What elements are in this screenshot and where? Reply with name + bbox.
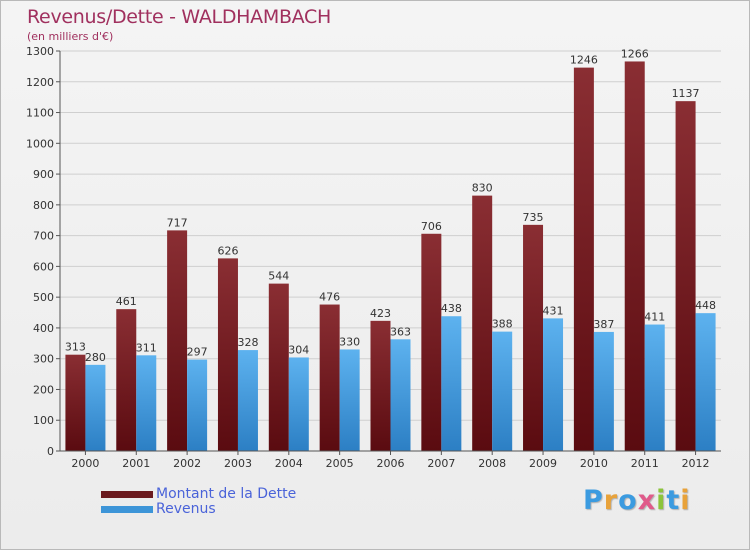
bar-revenus	[136, 355, 157, 451]
legend-swatch-debt	[101, 491, 153, 498]
bar-revenus	[237, 350, 258, 451]
x-tick-label: 2001	[122, 457, 150, 470]
bar-debt	[268, 283, 289, 451]
y-tick-label: 1300	[26, 45, 54, 58]
x-tick-label: 2000	[71, 457, 99, 470]
chart-subtitle: (en milliers d'€)	[27, 30, 114, 43]
y-tick-label: 100	[33, 414, 54, 427]
bar-revenus	[339, 349, 360, 451]
legend-label-debt: Montant de la Dette	[156, 486, 297, 502]
x-tick-label: 2010	[580, 457, 608, 470]
y-tick-label: 500	[33, 291, 54, 304]
bar-debt	[217, 258, 238, 451]
bar-debt	[472, 195, 493, 451]
data-label-revenus: 363	[390, 325, 411, 338]
legend-swatch-revenus	[101, 506, 153, 513]
bar-debt	[675, 101, 696, 452]
x-tick-label: 2009	[529, 457, 557, 470]
x-tick-label: 2007	[427, 457, 455, 470]
proxiti-logo: Proxiti	[583, 485, 691, 516]
y-tick-label: 1000	[26, 137, 54, 150]
chart-title: Revenus/Dette - WALDHAMBACH	[27, 6, 331, 28]
x-tick-label: 2002	[173, 457, 201, 470]
bar-revenus	[85, 364, 106, 451]
y-tick-label: 700	[33, 230, 54, 243]
data-label-revenus: 304	[288, 343, 309, 356]
data-label-revenus: 280	[85, 351, 106, 364]
data-label-debt: 313	[65, 341, 86, 354]
y-tick-label: 1200	[26, 76, 54, 89]
data-label-debt: 1246	[570, 54, 598, 67]
y-tick-label: 600	[33, 260, 54, 273]
data-label-debt: 706	[421, 220, 442, 233]
data-label-debt: 1137	[672, 87, 700, 100]
x-tick-label: 2006	[377, 457, 405, 470]
y-tick-label: 800	[33, 199, 54, 212]
bar-revenus	[441, 316, 462, 451]
y-tick-label: 900	[33, 168, 54, 181]
bar-revenus	[593, 331, 614, 451]
x-tick-label: 2004	[275, 457, 303, 470]
bar-revenus	[390, 339, 411, 451]
data-label-debt: 476	[319, 291, 340, 304]
y-tick-label: 0	[47, 445, 54, 458]
bar-revenus	[695, 313, 716, 451]
data-label-revenus: 438	[441, 302, 462, 315]
data-label-revenus: 330	[339, 335, 360, 348]
bar-debt	[370, 320, 391, 451]
data-label-revenus: 431	[543, 304, 564, 317]
data-label-revenus: 387	[593, 318, 614, 331]
x-tick-label: 2008	[478, 457, 506, 470]
bar-revenus	[492, 331, 513, 451]
x-tick-label: 2012	[682, 457, 710, 470]
bar-debt	[421, 233, 442, 451]
data-label-revenus: 388	[492, 318, 513, 331]
bar-debt	[65, 354, 86, 451]
bar-debt	[523, 224, 544, 451]
data-label-debt: 717	[167, 216, 188, 229]
bar-debt	[319, 304, 340, 451]
data-label-debt: 544	[268, 270, 289, 283]
data-label-revenus: 311	[136, 341, 157, 354]
bar-revenus	[644, 324, 665, 451]
x-tick-label: 2005	[326, 457, 354, 470]
data-label-revenus: 448	[695, 299, 716, 312]
legend-label-revenus: Revenus	[156, 501, 216, 517]
bar-debt	[116, 309, 137, 451]
y-tick-label: 1100	[26, 107, 54, 120]
bar-debt	[573, 67, 594, 451]
data-label-debt: 626	[217, 244, 238, 257]
data-label-debt: 1266	[621, 47, 649, 60]
data-label-debt: 461	[116, 295, 137, 308]
x-tick-label: 2011	[631, 457, 659, 470]
bar-debt	[167, 230, 188, 451]
x-tick-label: 2003	[224, 457, 252, 470]
bar-revenus	[187, 359, 208, 451]
data-label-debt: 423	[370, 307, 391, 320]
bar-revenus	[543, 318, 564, 451]
bars	[65, 61, 716, 452]
bar-revenus	[288, 357, 309, 451]
x-axis: 2000 2001 2002 2003 2004 2005 2006 2007 2008 2009…	[60, 450, 721, 470]
y-tick-label: 400	[33, 322, 54, 335]
y-tick-label: 200	[33, 383, 54, 396]
data-label-revenus: 411	[644, 311, 665, 324]
data-label-debt: 830	[472, 182, 493, 195]
data-label-debt: 735	[523, 211, 544, 224]
data-label-revenus: 297	[187, 346, 208, 359]
bar-debt	[624, 61, 645, 451]
y-tick-label: 300	[33, 353, 54, 366]
y-axis: 0 100 200 300 400 500 600 700 800 900 1000 1100 1200…	[26, 45, 61, 458]
data-label-revenus: 328	[237, 336, 258, 349]
